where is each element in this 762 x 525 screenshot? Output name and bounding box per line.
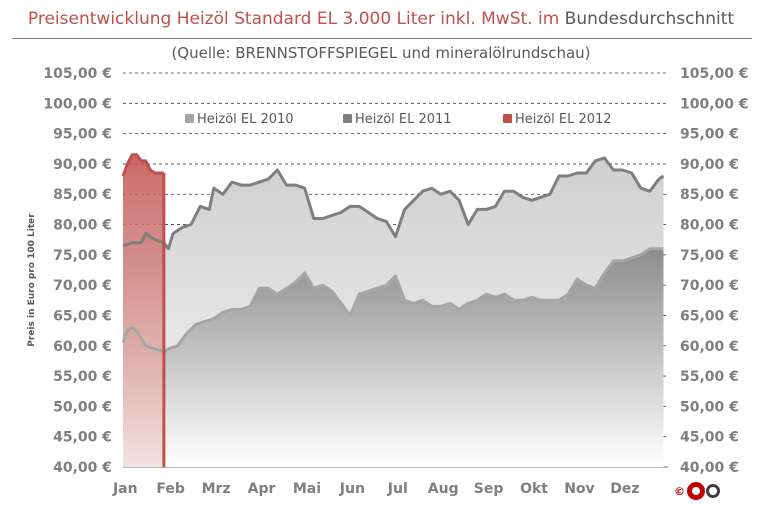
logo-circle-icon [687,482,705,500]
title-divider [12,38,752,39]
area-layer [123,154,664,468]
legend-swatch [185,114,194,123]
legend-swatch [503,114,512,123]
y-tick-label-left: 105,00 € [43,66,112,82]
x-tick-label: Jun [339,481,365,497]
x-tick-label: Feb [156,481,185,497]
x-tick-label: Mrz [202,481,231,497]
series-line-2 [121,153,164,177]
y-tick-label-left: 45,00 € [53,430,112,446]
series-area-0 [123,248,664,467]
x-tick-label: Apr [248,481,276,497]
y-tick-label-right: 40,00 € [680,460,739,476]
legend-swatch [343,114,352,123]
y-tick-label-right: 45,00 € [680,430,739,446]
legend-layer: Heizöl EL 2010 Heizöl EL 2011 Heizöl EL 20… [185,112,612,127]
copyright-icon: © [674,484,685,498]
legend-label: Heizöl EL 2011 [355,112,452,127]
y-tick-label-left: 85,00 € [53,187,112,203]
axis-layer: 105,00 € 105,00 € 100,00 € 100,00 € 95,00 € 9… [27,66,749,497]
y-tick-label-right: 105,00 € [680,66,749,82]
y-tick-label-right: 60,00 € [680,339,739,355]
series-area-2 [123,154,164,468]
x-tick-label: Dez [610,481,639,497]
y-tick-label-left: 60,00 € [53,339,112,355]
y-tick-label-right: 80,00 € [680,218,739,234]
x-tick-label: Nov [564,481,594,497]
x-tick-label: Sep [474,481,504,497]
y-tick-label-left: 65,00 € [53,308,112,324]
y-tick-label-right: 95,00 € [680,127,739,143]
y-tick-label-right: 55,00 € [680,369,739,385]
y-tick-label-left: 90,00 € [53,157,112,173]
y-tick-label-right: 50,00 € [680,399,739,415]
x-tick-label: Jan [112,481,138,497]
y-tick-label-left: 100,00 € [43,96,112,112]
y-tick-label-right: 75,00 € [680,248,739,264]
y-tick-label-left: 40,00 € [53,460,112,476]
y-tick-label-left: 95,00 € [53,127,112,143]
y-axis-title: Preis in Euro pro 100 Liter [27,213,37,347]
x-tick-label: Okt [520,481,548,497]
chart-title-accent: Preisentwicklung Heizöl Standard EL 3.00… [27,9,560,29]
y-tick-label-left: 80,00 € [53,218,112,234]
x-tick-label: Aug [428,481,459,497]
chart-title-plain: Bundesdurchschnitt [564,9,735,29]
chart-subtitle: (Quelle: BRENNSTOFFSPIEGEL und mineralöl… [171,44,591,62]
y-tick-label-left: 55,00 € [53,369,112,385]
x-tick-label: Mai [293,481,321,497]
y-tick-label-right: 85,00 € [680,187,739,203]
x-tick-label: Jul [387,481,408,497]
y-tick-label-right: 90,00 € [680,157,739,173]
legend-label: Heizöl EL 2010 [197,112,294,127]
y-tick-label-right: 65,00 € [680,308,739,324]
series-line-0 [121,247,664,354]
legend-label: Heizöl EL 2012 [515,112,612,127]
line-layer [121,153,665,467]
copyright-cozo-logo: © [674,482,734,500]
y-tick-label-left: 50,00 € [53,399,112,415]
series-line-1 [122,156,665,251]
y-tick-label-right: 100,00 € [680,96,749,112]
y-tick-label-left: 70,00 € [53,278,112,294]
y-tick-label-right: 70,00 € [680,278,739,294]
logo-ring-icon [706,484,720,498]
y-tick-label-left: 75,00 € [53,248,112,264]
chart-title: Preisentwicklung Heizöl Standard EL 3.00… [0,8,762,30]
